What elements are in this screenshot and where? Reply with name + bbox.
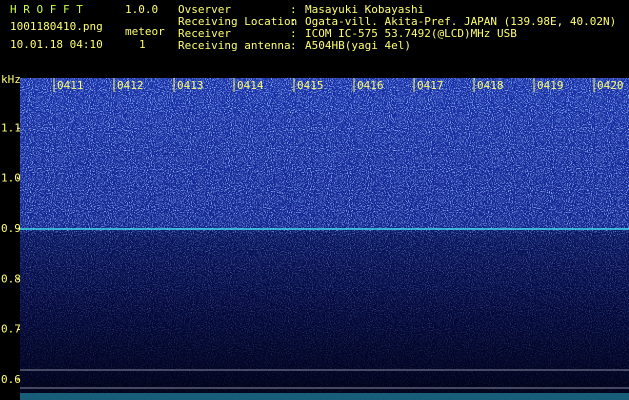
info-separator: : [290,27,297,40]
y-tick-label: 0.6 [1,373,21,386]
count-label: meteor [125,25,165,38]
bottom-strip [20,393,629,400]
y-tick-label: 0.7 [1,323,21,336]
info-label: Receiving Location [178,15,297,28]
info-value: Masayuki Kobayashi [305,3,424,16]
time-label: 0412 [117,79,144,92]
app-name: H R O F F T [10,3,83,16]
info-label: Receiver [178,27,231,40]
y-tick-label: 0.9 [1,222,21,235]
info-label: Ovserver [178,3,231,16]
info-separator: : [290,39,297,52]
info-value: ICOM IC-575 53.7492(@LCD)MHz USB [305,27,517,40]
file-name: 1001180410.png [10,20,103,33]
y-tick-label: 1.1 [1,121,21,134]
y-tick-label: 0.8 [1,272,21,285]
time-label: 0419 [537,79,564,92]
spectrogram-noise [20,78,629,400]
time-label: 0417 [417,79,444,92]
time-label: 0418 [477,79,504,92]
version: 1.0.0 [125,3,158,16]
time-label: 0416 [357,79,384,92]
time-label: 0420 [597,79,624,92]
info-separator: : [290,15,297,28]
y-tick-label: 1.0 [1,172,21,185]
time-label: 0411 [57,79,84,92]
time-label: 0413 [177,79,204,92]
count: 1 [139,38,146,51]
info-value: A504HB(yagi 4el) [305,39,411,52]
time-label: 0414 [237,79,264,92]
y-unit: kHz [1,73,21,86]
time-label: 0415 [297,79,324,92]
info-separator: : [290,3,297,16]
info-label: Receiving antenna [178,39,291,52]
datetime: 10.01.18 04:10 [10,38,103,51]
info-value: Ogata-vill. Akita-Pref. JAPAN (139.98E, … [305,15,616,28]
